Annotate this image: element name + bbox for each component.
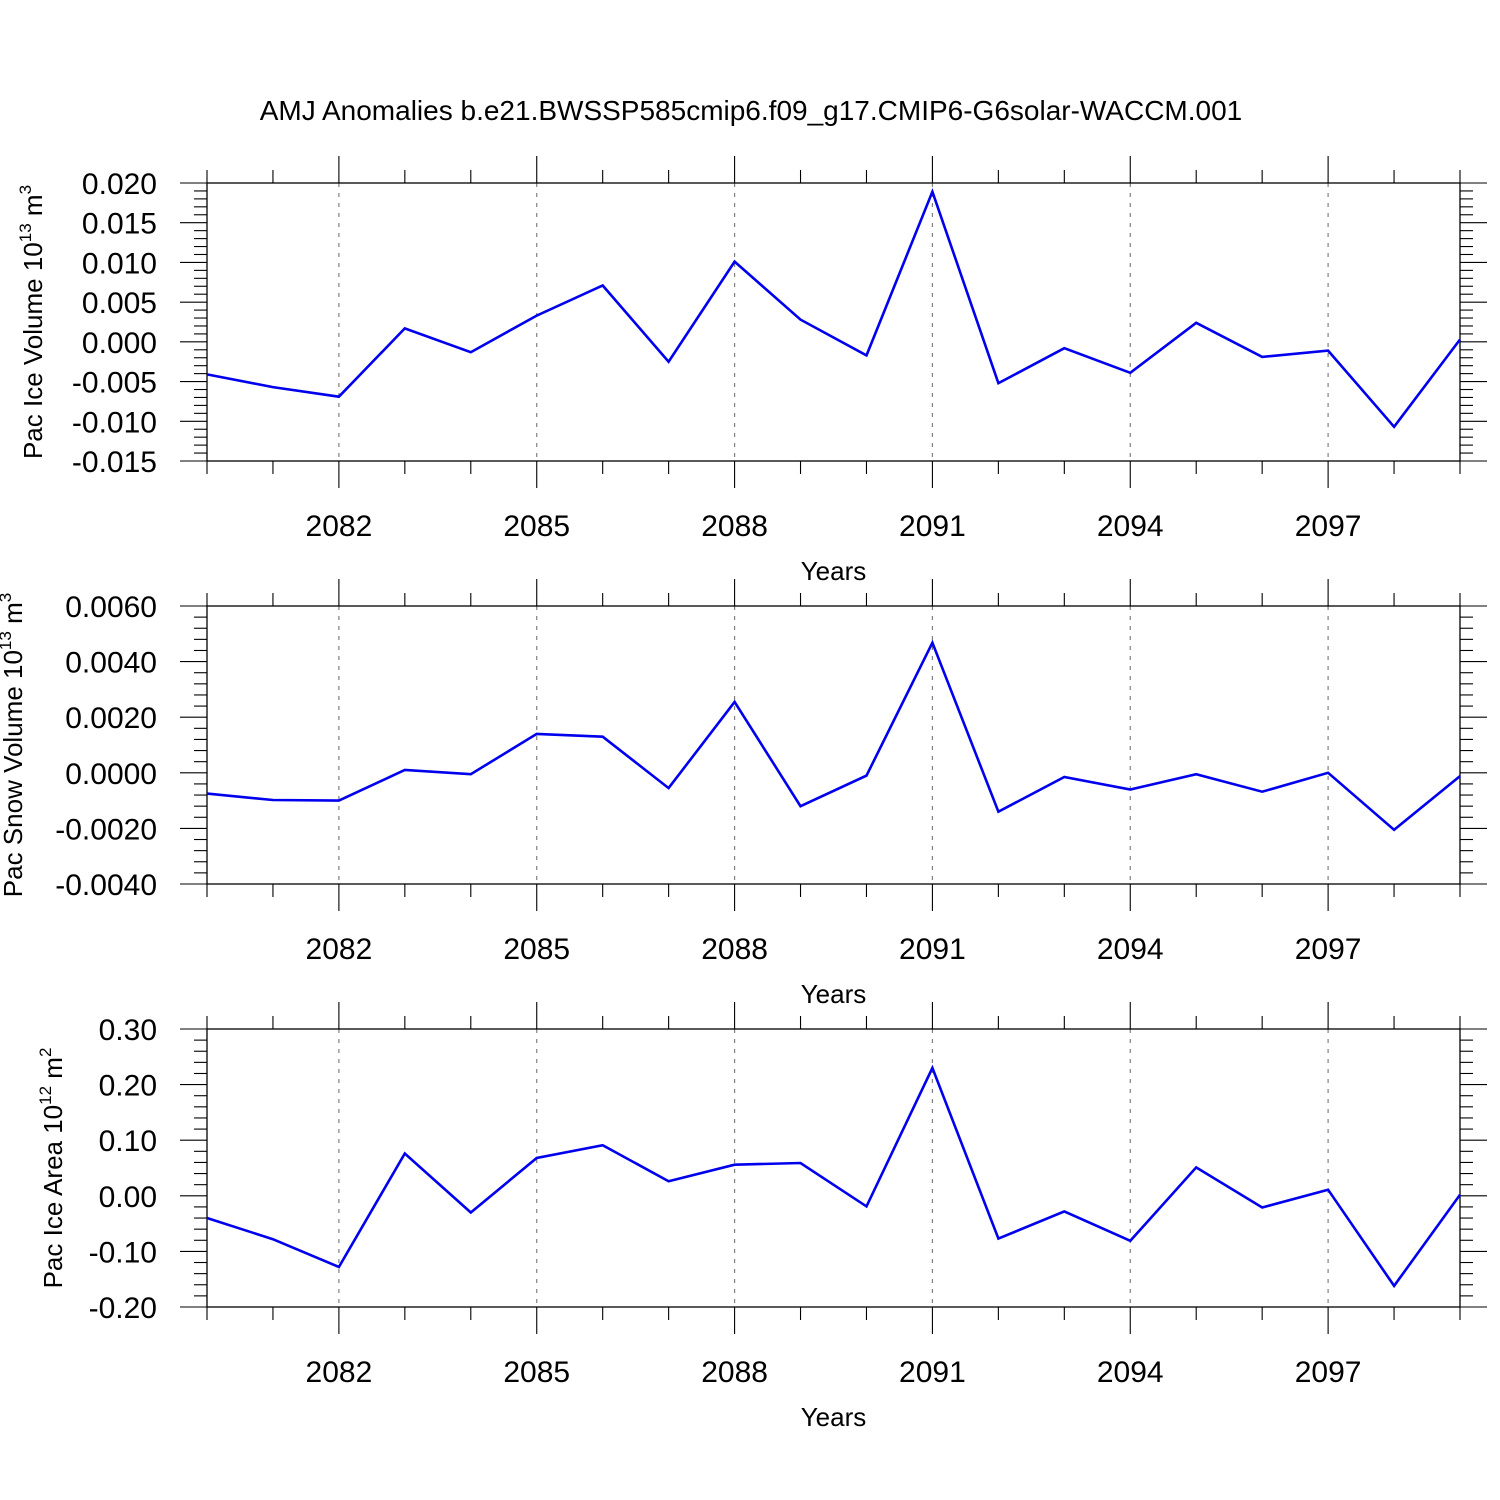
x-tick-label: 2091 <box>899 933 966 966</box>
x-tick-label: 2091 <box>899 510 966 543</box>
y-tick-label: -0.20 <box>89 1292 157 1325</box>
y-axis-title-exponent: 13 <box>16 223 35 242</box>
x-tick-label: 2097 <box>1295 510 1362 543</box>
figure-title: AMJ Anomalies b.e21.BWSSP585cmip6.f09_g1… <box>260 95 1243 126</box>
series-line <box>206 1064 1462 1289</box>
panel-2: 2082 2085 2088 2091 2094 2097 -0.0040 -0.0020 0.… <box>0 579 1487 1009</box>
plot-frame <box>206 605 1461 885</box>
x-tick-label: 2094 <box>1097 1356 1164 1389</box>
x-tick-label: 2091 <box>899 1356 966 1389</box>
x-tick-label: 2088 <box>701 1356 768 1389</box>
y-axis-title-exponent: 13 <box>0 631 15 650</box>
y-tick-label: 0.000 <box>82 327 157 360</box>
x-tick-label: 2082 <box>306 933 373 966</box>
y-tick-label: -0.005 <box>72 367 157 400</box>
y-tick-label: 0.020 <box>82 168 157 201</box>
panels: 2082 2085 2088 2091 2094 2097 -0.015 -0.010 -0.0… <box>0 156 1487 1432</box>
x-tick-label: 2088 <box>701 933 768 966</box>
y-tick-label: -0.0020 <box>55 813 157 846</box>
y-tick-label: 0.20 <box>99 1070 157 1103</box>
y-tick-label: 0.015 <box>82 208 157 241</box>
x-tick-label: 2088 <box>701 510 768 543</box>
y-axis-title-text: Pac Ice Area 10 <box>38 1105 68 1289</box>
x-tick-label: 2094 <box>1097 933 1164 966</box>
x-tick-label: 2094 <box>1097 510 1164 543</box>
y-tick-label: -0.015 <box>72 446 157 479</box>
x-axis-title: Years <box>801 556 867 586</box>
y-tick-label: 0.0000 <box>65 758 157 791</box>
y-tick-label: 0.0020 <box>65 702 157 735</box>
plot-frame <box>206 182 1461 462</box>
y-tick-label: 0.005 <box>82 287 157 320</box>
y-axis-title-unit: m <box>0 602 28 631</box>
y-axis-title-unit-exponent: 3 <box>0 593 15 602</box>
y-tick-label: 0.0060 <box>65 591 157 624</box>
y-tick-label: -0.010 <box>72 406 157 439</box>
x-axis-title: Years <box>801 1402 867 1432</box>
y-axis-title-text: Pac Ice Volume 10 <box>18 242 48 459</box>
x-tick-label: 2082 <box>306 510 373 543</box>
y-axis-title-unit: m <box>18 194 48 223</box>
plot-frame <box>206 1028 1461 1308</box>
series-line <box>206 187 1462 429</box>
y-axis-title-unit-exponent: 2 <box>36 1048 55 1057</box>
y-tick-label: -0.0040 <box>55 869 157 902</box>
y-axis-title-unit-exponent: 3 <box>16 185 35 194</box>
y-tick-label: 0.00 <box>99 1181 157 1214</box>
x-tick-label: 2085 <box>503 1356 570 1389</box>
x-tick-label: 2085 <box>503 510 570 543</box>
y-axis-title: Pac Ice Volume 1013 m3 <box>16 185 48 459</box>
y-axis-title-text: Pac Snow Volume 10 <box>0 650 28 897</box>
y-axis-title-exponent: 12 <box>36 1086 55 1105</box>
y-tick-label: -0.10 <box>89 1236 157 1269</box>
y-axis-title: Pac Snow Volume 1013 m3 <box>0 593 28 897</box>
y-axis-title: Pac Ice Area 1012 m2 <box>36 1048 68 1289</box>
x-tick-label: 2085 <box>503 933 570 966</box>
y-axis-title-unit: m <box>38 1057 68 1086</box>
series-line <box>206 639 1461 832</box>
x-tick-label: 2082 <box>306 1356 373 1389</box>
y-tick-label: 0.010 <box>82 247 157 280</box>
x-tick-label: 2097 <box>1295 1356 1362 1389</box>
y-tick-label: 0.10 <box>99 1125 157 1158</box>
x-tick-label: 2097 <box>1295 933 1362 966</box>
y-tick-label: 0.30 <box>99 1014 157 1047</box>
y-tick-label: 0.0040 <box>65 647 157 680</box>
x-axis-title: Years <box>801 979 867 1009</box>
panel-3: 2082 2085 2088 2091 2094 2097 -0.20 -0.10 0.00 0.… <box>36 1002 1487 1432</box>
panel-1: 2082 2085 2088 2091 2094 2097 -0.015 -0.010 -0.0… <box>16 156 1487 586</box>
